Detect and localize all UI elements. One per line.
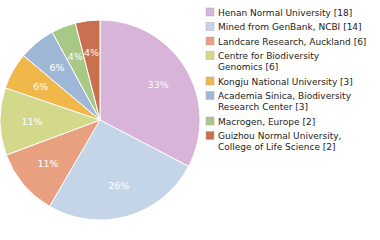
slices: [0, 20, 200, 220]
legend-label-line: Mined from GenBank, NCBI [14]: [218, 22, 362, 32]
legend-label: Macrogen, Europe [2]: [218, 117, 315, 127]
legend-label: Guizhou Normal University,College of Lif…: [218, 131, 341, 152]
legend-swatch: [206, 132, 214, 140]
legend-swatch: [206, 117, 214, 125]
legend-label-line: Landcare Research, Auckland [6]: [218, 37, 366, 47]
legend-swatch: [206, 23, 214, 31]
legend-label: Academia Sinica, BiodiversityResearch Ce…: [218, 91, 352, 112]
data-label: 11%: [37, 158, 58, 169]
legend-swatch: [206, 37, 214, 45]
legend-swatch: [206, 92, 214, 100]
legend-label-line: Guizhou Normal University,: [218, 131, 341, 141]
legend-label-line: Research Center [3]: [218, 102, 308, 112]
legend-label: Landcare Research, Auckland [6]: [218, 37, 366, 47]
data-label: 6%: [33, 81, 48, 92]
data-label: 4%: [68, 51, 83, 62]
legend-swatch: [206, 52, 214, 60]
legend-label-line: Academia Sinica, Biodiversity: [218, 91, 352, 101]
legend-swatch: [206, 77, 214, 85]
legend-label-line: Henan Normal University [18]: [218, 8, 352, 18]
data-label: 4%: [84, 47, 99, 58]
legend-swatch: [206, 8, 214, 16]
legend-label: Kongju National University [3]: [218, 77, 353, 87]
pie-chart: 33% 26% 11% 11% 6%6% 4%4% Henan Normal Univers…: [0, 0, 380, 240]
data-label: 6%: [49, 62, 64, 73]
data-label: 11%: [21, 116, 42, 127]
chart-container: 33% 26% 11% 11% 6%6% 4%4% Henan Normal Univers…: [0, 0, 380, 240]
data-label: 33%: [148, 79, 169, 90]
legend-label-line: Genomics [6]: [218, 62, 278, 72]
pie-slice: [75, 20, 100, 120]
legend: Henan Normal University [18] Mined from G…: [206, 8, 366, 153]
legend-label-line: Macrogen, Europe [2]: [218, 117, 315, 127]
legend-label: Mined from GenBank, NCBI [14]: [218, 22, 362, 32]
legend-label-line: Centre for Biodiversity: [218, 51, 320, 61]
legend-label-line: College of Life Science [2]: [218, 142, 336, 152]
legend-label: Centre for BiodiversityGenomics [6]: [218, 51, 320, 72]
data-labels: 33% 26% 11% 11% 6%6% 4%4%: [21, 47, 168, 191]
data-label: 26%: [108, 180, 129, 191]
legend-label-line: Kongju National University [3]: [218, 77, 353, 87]
legend-label: Henan Normal University [18]: [218, 8, 352, 18]
